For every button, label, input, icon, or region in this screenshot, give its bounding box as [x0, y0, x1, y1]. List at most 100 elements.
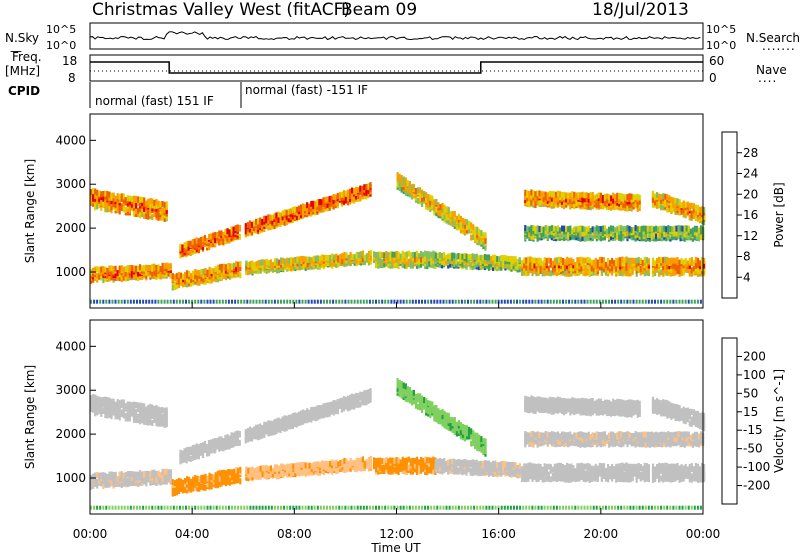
power-cell: [102, 195, 105, 202]
velocity-cell: [666, 473, 669, 480]
power-cell: [666, 256, 669, 263]
velocity-cell: [594, 469, 597, 475]
power-cell: [415, 255, 419, 262]
power-cell: [586, 299, 589, 304]
velocity-cell: [161, 474, 164, 480]
power-cell: [178, 299, 181, 304]
power-cell: [540, 198, 543, 205]
power-cell: [192, 270, 195, 277]
power-cell: [393, 299, 396, 304]
nave-top-tick: 60: [709, 54, 725, 68]
noise-top-tick: 10^5: [46, 23, 77, 36]
power-cell: [589, 228, 592, 234]
power-cell: [298, 256, 301, 263]
velocity-cell: [668, 464, 671, 470]
power-cell: [269, 259, 272, 266]
power-cell: [668, 258, 671, 264]
power-cell: [424, 255, 427, 262]
power-cell: [195, 243, 198, 250]
power-cell: [189, 240, 192, 247]
velocity-cell: [116, 476, 119, 483]
velocity-cell: [278, 473, 281, 480]
power-cell: [126, 200, 129, 207]
velocity-cell: [108, 471, 111, 478]
power-cell: [289, 214, 292, 220]
power-cell: [476, 226, 479, 233]
power-cell: [301, 299, 304, 304]
power-cell: [239, 272, 242, 279]
power-cell: [476, 299, 479, 304]
power-cell: [670, 257, 673, 264]
power-cell: [365, 256, 369, 263]
power-cell: [468, 220, 471, 227]
power-cell: [212, 241, 215, 248]
power-cell: [307, 299, 310, 304]
power-cell: [590, 259, 593, 266]
velocity-cell: [576, 463, 579, 470]
power-cell: [573, 191, 576, 198]
velocity-cell: [151, 476, 154, 483]
power-cell: [581, 235, 584, 242]
power-cell: [541, 260, 544, 267]
velocity-cell: [296, 462, 299, 469]
power-cell: [362, 299, 365, 304]
velocity-cell: [475, 459, 478, 466]
power-cell: [643, 262, 646, 269]
power-cell: [367, 183, 370, 190]
power-cell: [108, 203, 111, 210]
velocity-cell: [208, 472, 211, 479]
power-cell: [696, 214, 700, 221]
power-cell: [369, 254, 373, 261]
velocity-cell: [393, 457, 396, 464]
velocity-cell: [629, 473, 632, 480]
power-cell: [153, 199, 156, 206]
power-cell: [297, 205, 301, 212]
power-cell: [393, 251, 396, 258]
velocity-cell: [580, 466, 583, 473]
power-cell: [255, 218, 258, 225]
power-cell: [676, 257, 679, 263]
velocity-cell: [485, 460, 489, 467]
velocity-cell: [576, 466, 579, 473]
power-cell: [573, 226, 576, 233]
power-cell: [540, 226, 543, 233]
velocity-cell: [255, 467, 258, 474]
power-cell: [379, 256, 382, 263]
power-cell: [171, 273, 174, 280]
power-cell: [549, 299, 552, 304]
power-cell: [552, 199, 555, 206]
power-cell: [363, 184, 366, 191]
velocity-cell: [568, 463, 571, 470]
power-cell: [445, 217, 448, 224]
power-cell: [220, 238, 223, 245]
velocity-cell: [547, 471, 550, 478]
power-cell: [406, 186, 409, 193]
power-cell: [405, 255, 408, 262]
power-cell: [675, 299, 678, 304]
power-cell: [445, 299, 448, 304]
velocity-cell: [397, 457, 400, 464]
power-cell: [147, 264, 150, 271]
power-cell: [451, 252, 454, 259]
power-cell: [481, 255, 484, 262]
power-cell: [662, 267, 665, 274]
power-cell: [561, 225, 564, 232]
power-cell: [250, 221, 254, 228]
power-cell: [149, 205, 152, 212]
velocity-cell: [126, 481, 129, 488]
power-cell: [549, 258, 552, 265]
velocity-cell: [549, 476, 552, 483]
power-cell: [492, 265, 495, 271]
power-cell: [165, 262, 168, 269]
power-cell: [613, 260, 616, 267]
power-cell: [151, 263, 154, 270]
power-cell: [485, 254, 489, 261]
power-cell: [508, 261, 511, 268]
power-cell: [108, 275, 111, 282]
power-cell: [173, 281, 176, 288]
power-cell: [332, 203, 335, 210]
velocity-cell: [110, 471, 113, 478]
velocity-cell: [521, 476, 524, 482]
velocity-cell: [438, 458, 442, 464]
power-cell: [509, 299, 512, 304]
